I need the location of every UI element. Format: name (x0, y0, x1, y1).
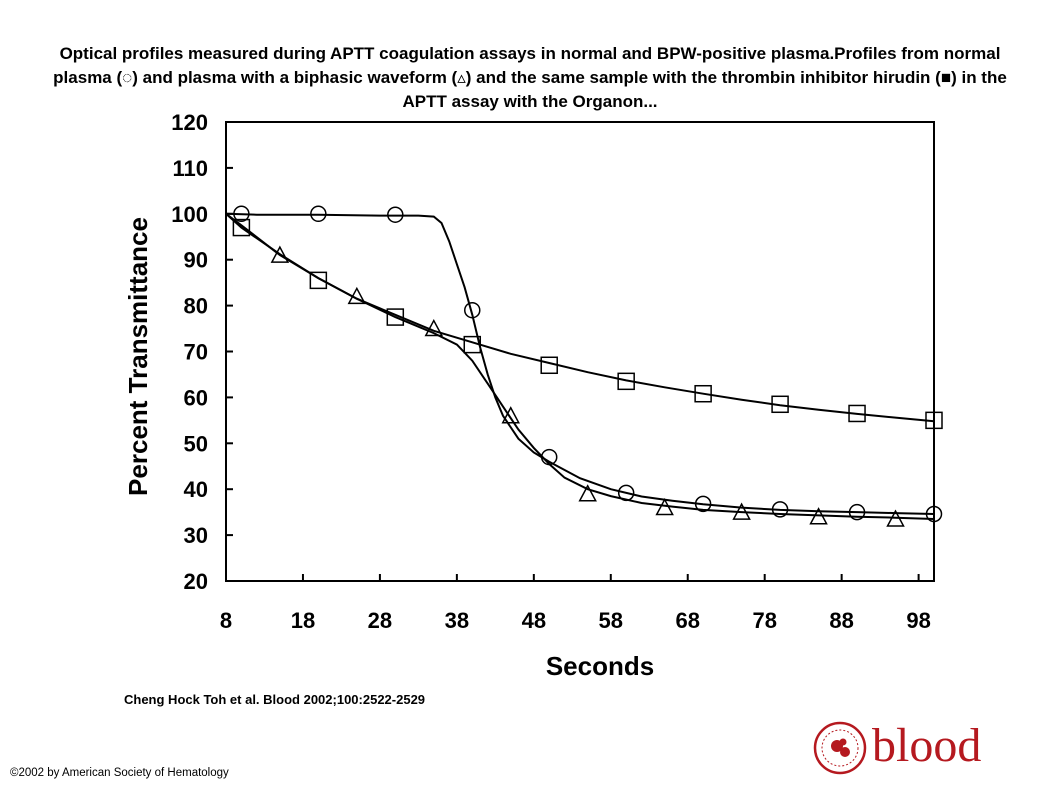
triangle-marker (578, 484, 597, 502)
y-tick-label: 90 (184, 248, 208, 273)
circle-marker (694, 495, 712, 513)
triangle-marker (809, 507, 828, 525)
circle-marker (771, 501, 789, 518)
blood-journal-logo: blood (810, 718, 1010, 778)
square-marker (925, 411, 943, 430)
x-tick-label: 28 (368, 608, 392, 633)
series-triangle-line (225, 213, 935, 520)
triangle-marker (732, 502, 751, 520)
y-tick-label: 30 (184, 523, 208, 548)
y-tick-label: 60 (184, 385, 208, 410)
y-tick-label: 20 (184, 569, 208, 594)
circle-marker (848, 503, 866, 521)
x-tick-label: 78 (752, 608, 776, 633)
triangle-marker (886, 509, 905, 527)
square-marker (617, 372, 635, 391)
line-chart: 20 30 40 50 60 70 80 90 100 110 120 8 18 28 38 48 58 68 78… (123, 110, 943, 681)
square-marker (848, 404, 866, 423)
square-marker (309, 271, 328, 290)
square-marker (463, 335, 482, 354)
x-tick-label: 18 (291, 608, 315, 633)
y-axis-label: Percent Transmittance (123, 217, 153, 496)
circle-marker (464, 301, 481, 319)
citation: Cheng Hock Toh et al. Blood 2002;100:252… (124, 692, 426, 707)
y-tick-label: 70 (184, 340, 208, 365)
y-tick-label: 80 (184, 294, 208, 319)
logo-wordmark: blood (872, 719, 982, 772)
y-tick-label: 50 (184, 431, 208, 456)
circle-marker (233, 205, 250, 223)
x-tick-label: 58 (599, 608, 623, 633)
y-tick-label: 40 (184, 477, 208, 502)
square-marker (771, 395, 789, 414)
copyright-notice: ©2002 by American Society of Hematology (10, 767, 229, 779)
x-tick-label: 88 (829, 608, 853, 633)
series-square-line (225, 212, 935, 423)
y-tick-label: 100 (171, 202, 208, 227)
x-tick-label: 38 (445, 608, 469, 633)
square-marker (540, 356, 558, 375)
circle-marker (310, 205, 327, 223)
figure-title: Optical profiles measured during APTT co… (53, 44, 1007, 111)
square-marker (232, 218, 251, 237)
circle-marker (387, 206, 404, 223)
triangle-marker (501, 406, 520, 424)
triangle-marker (655, 497, 674, 516)
triangle-marker (270, 245, 290, 263)
x-tick-label: 8 (220, 608, 232, 633)
x-axis-label: Seconds (546, 651, 654, 681)
y-tick-label: 120 (171, 110, 208, 135)
series-circle-line (225, 212, 935, 515)
square-marker (694, 384, 712, 403)
blood-seal-icon (813, 721, 867, 775)
x-tick-label: 48 (522, 608, 546, 633)
square-marker (386, 308, 405, 326)
x-tick-label: 98 (906, 608, 930, 633)
y-tick-label: 110 (173, 156, 209, 181)
x-tick-label: 68 (675, 608, 699, 633)
circle-marker (925, 505, 943, 523)
